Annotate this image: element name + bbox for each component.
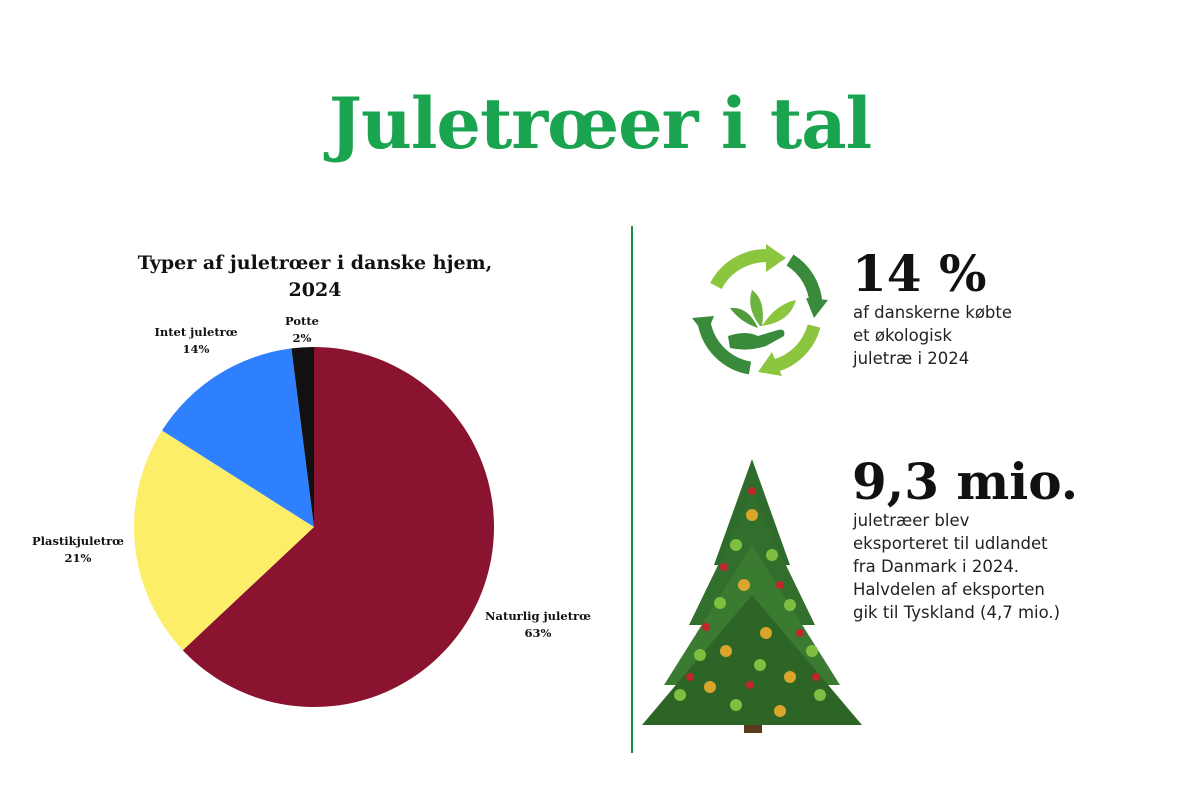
slice-percent: 21% xyxy=(65,551,92,565)
divider xyxy=(631,226,633,753)
slice-percent: 63% xyxy=(525,626,552,640)
christmas-tree-icon xyxy=(642,459,862,733)
pie-chart: Naturlig juletrœ 63% Plastikjuletrœ 21% Inte… xyxy=(32,314,591,707)
page-title: Juletrœer i tal xyxy=(328,82,872,165)
pie-slice xyxy=(134,430,314,651)
stat-export-value: 9,3 mio. xyxy=(852,452,1079,511)
slice-label: Potte xyxy=(285,314,319,328)
slice-percent: 2% xyxy=(293,331,312,345)
pie-slice xyxy=(162,348,314,527)
slice-label: Naturlig juletrœ xyxy=(485,609,591,623)
recycle-leaf-hand-icon xyxy=(692,244,828,376)
slice-label: Intet juletrœ xyxy=(154,325,237,339)
stat-organic-text: af danskerne købte et økologisk juletræ … xyxy=(853,303,1013,368)
slice-percent: 14% xyxy=(183,342,210,356)
stat-export-text: juletræer blev eksporteret til udlandet … xyxy=(853,511,1061,622)
pie-slice xyxy=(291,347,314,527)
stat-organic-value: 14 % xyxy=(852,244,987,303)
pie-slice xyxy=(182,347,494,707)
chart-title: Typer af juletrœer i danske hjem, 2024 xyxy=(137,252,493,301)
slice-label: Plastikjuletrœ xyxy=(32,534,124,548)
